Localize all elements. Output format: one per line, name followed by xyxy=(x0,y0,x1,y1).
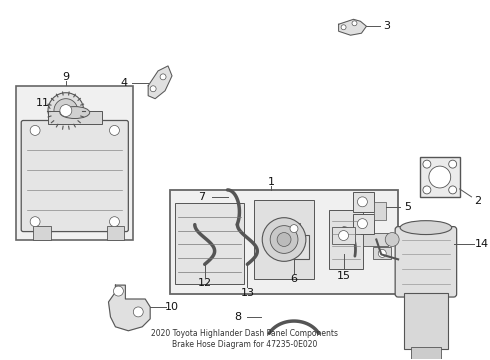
Polygon shape xyxy=(339,19,367,35)
Text: 4: 4 xyxy=(121,78,128,88)
Text: 7: 7 xyxy=(198,192,206,202)
Text: 6: 6 xyxy=(291,274,297,284)
Text: 13: 13 xyxy=(241,288,254,298)
Bar xyxy=(254,200,314,279)
Circle shape xyxy=(262,218,306,261)
Circle shape xyxy=(30,125,40,135)
Bar xyxy=(411,347,441,360)
Text: 8: 8 xyxy=(234,312,242,322)
Bar xyxy=(420,157,460,197)
Polygon shape xyxy=(148,66,172,99)
Bar xyxy=(106,226,124,239)
Circle shape xyxy=(109,125,120,135)
Text: 2020 Toyota Highlander Dash Panel Components
Brake Hose Diagram for 47235-0E020: 2020 Toyota Highlander Dash Panel Compon… xyxy=(151,329,338,348)
Bar xyxy=(175,203,245,284)
Circle shape xyxy=(352,21,357,26)
FancyBboxPatch shape xyxy=(395,226,457,297)
Text: 12: 12 xyxy=(197,278,212,288)
Circle shape xyxy=(270,226,298,253)
Circle shape xyxy=(339,231,348,240)
Circle shape xyxy=(378,249,386,257)
Circle shape xyxy=(60,105,72,117)
Text: 2: 2 xyxy=(474,196,481,206)
Bar xyxy=(33,226,51,239)
Bar xyxy=(332,226,355,244)
Text: 9: 9 xyxy=(62,72,70,82)
Circle shape xyxy=(277,233,291,247)
Circle shape xyxy=(133,307,143,317)
Bar xyxy=(373,247,391,259)
FancyBboxPatch shape xyxy=(21,121,128,231)
Circle shape xyxy=(109,217,120,226)
Circle shape xyxy=(290,225,298,233)
Circle shape xyxy=(150,86,156,92)
Circle shape xyxy=(341,25,346,30)
Circle shape xyxy=(423,160,431,168)
Bar xyxy=(16,86,133,239)
Circle shape xyxy=(114,286,123,296)
Bar xyxy=(404,293,448,348)
Text: 1: 1 xyxy=(268,177,275,187)
Circle shape xyxy=(429,166,451,188)
Ellipse shape xyxy=(400,221,452,235)
Text: 14: 14 xyxy=(474,239,489,249)
Circle shape xyxy=(423,186,431,194)
Circle shape xyxy=(54,99,78,122)
Bar xyxy=(352,192,374,212)
Bar xyxy=(364,233,388,247)
Text: 5: 5 xyxy=(405,202,412,212)
Circle shape xyxy=(30,217,40,226)
Text: 3: 3 xyxy=(383,21,390,31)
Circle shape xyxy=(160,74,166,80)
Circle shape xyxy=(449,160,457,168)
Bar xyxy=(288,222,300,235)
Circle shape xyxy=(358,219,368,229)
Bar xyxy=(279,235,309,259)
Circle shape xyxy=(385,233,399,247)
Bar xyxy=(374,202,386,220)
Circle shape xyxy=(358,197,368,207)
Text: 15: 15 xyxy=(337,271,350,281)
Bar xyxy=(352,214,374,234)
Ellipse shape xyxy=(60,107,90,118)
Bar xyxy=(329,210,364,269)
Text: 10: 10 xyxy=(165,302,179,312)
Polygon shape xyxy=(108,285,150,331)
Bar xyxy=(170,190,398,294)
Bar xyxy=(48,111,101,125)
Circle shape xyxy=(48,93,84,129)
Circle shape xyxy=(449,186,457,194)
Text: 11: 11 xyxy=(36,98,50,108)
